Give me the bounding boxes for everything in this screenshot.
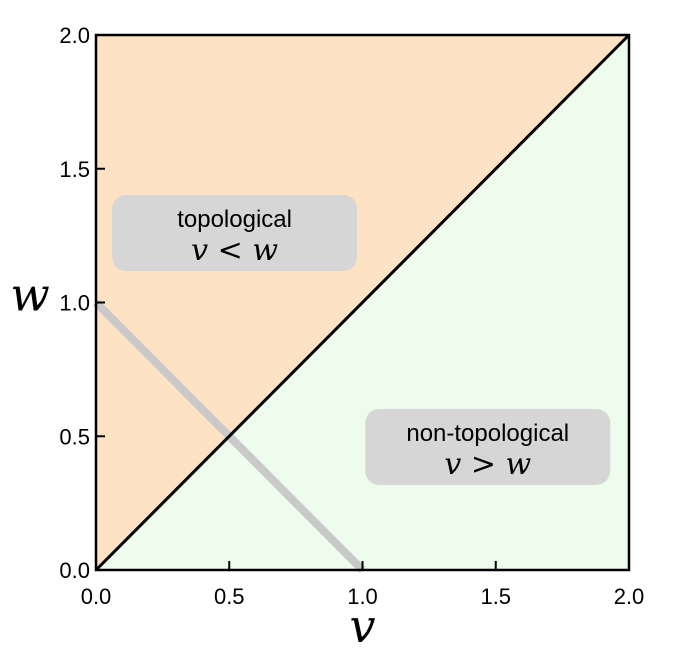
series-layer xyxy=(93,33,631,573)
x-tick-label: 1.0 xyxy=(347,584,378,609)
x-axis-ticks: 0.0 0.5 1.0 1.5 2.0 xyxy=(81,561,645,609)
x-tick-label: 2.0 xyxy=(614,584,645,609)
x-tick-label: 0.5 xyxy=(214,584,245,609)
x-tick-label: 0.0 xyxy=(81,584,112,609)
annotation-title: non-topological xyxy=(406,420,569,447)
series-line-diagonal xyxy=(94,33,631,572)
x-axis-label: v xyxy=(350,599,376,653)
annotation-background xyxy=(365,408,611,485)
annotation-title: topological xyxy=(177,206,292,233)
y-tick-label: 1.5 xyxy=(59,157,90,182)
x-tick-label: 1.5 xyxy=(480,584,511,609)
y-tick-label: 2.0 xyxy=(59,23,90,48)
y-axis-label: w xyxy=(10,268,49,322)
y-tick-label: 0.5 xyxy=(59,424,90,449)
annotation-condition: v < w xyxy=(191,233,278,268)
annotation-condition: v > w xyxy=(444,447,531,482)
y-tick-label: 1.0 xyxy=(59,291,90,316)
y-axis-ticks: 0.0 0.5 1.0 1.5 2.0 xyxy=(59,23,105,583)
y-tick-label: 0.0 xyxy=(59,558,90,583)
annotation-background xyxy=(112,194,358,271)
